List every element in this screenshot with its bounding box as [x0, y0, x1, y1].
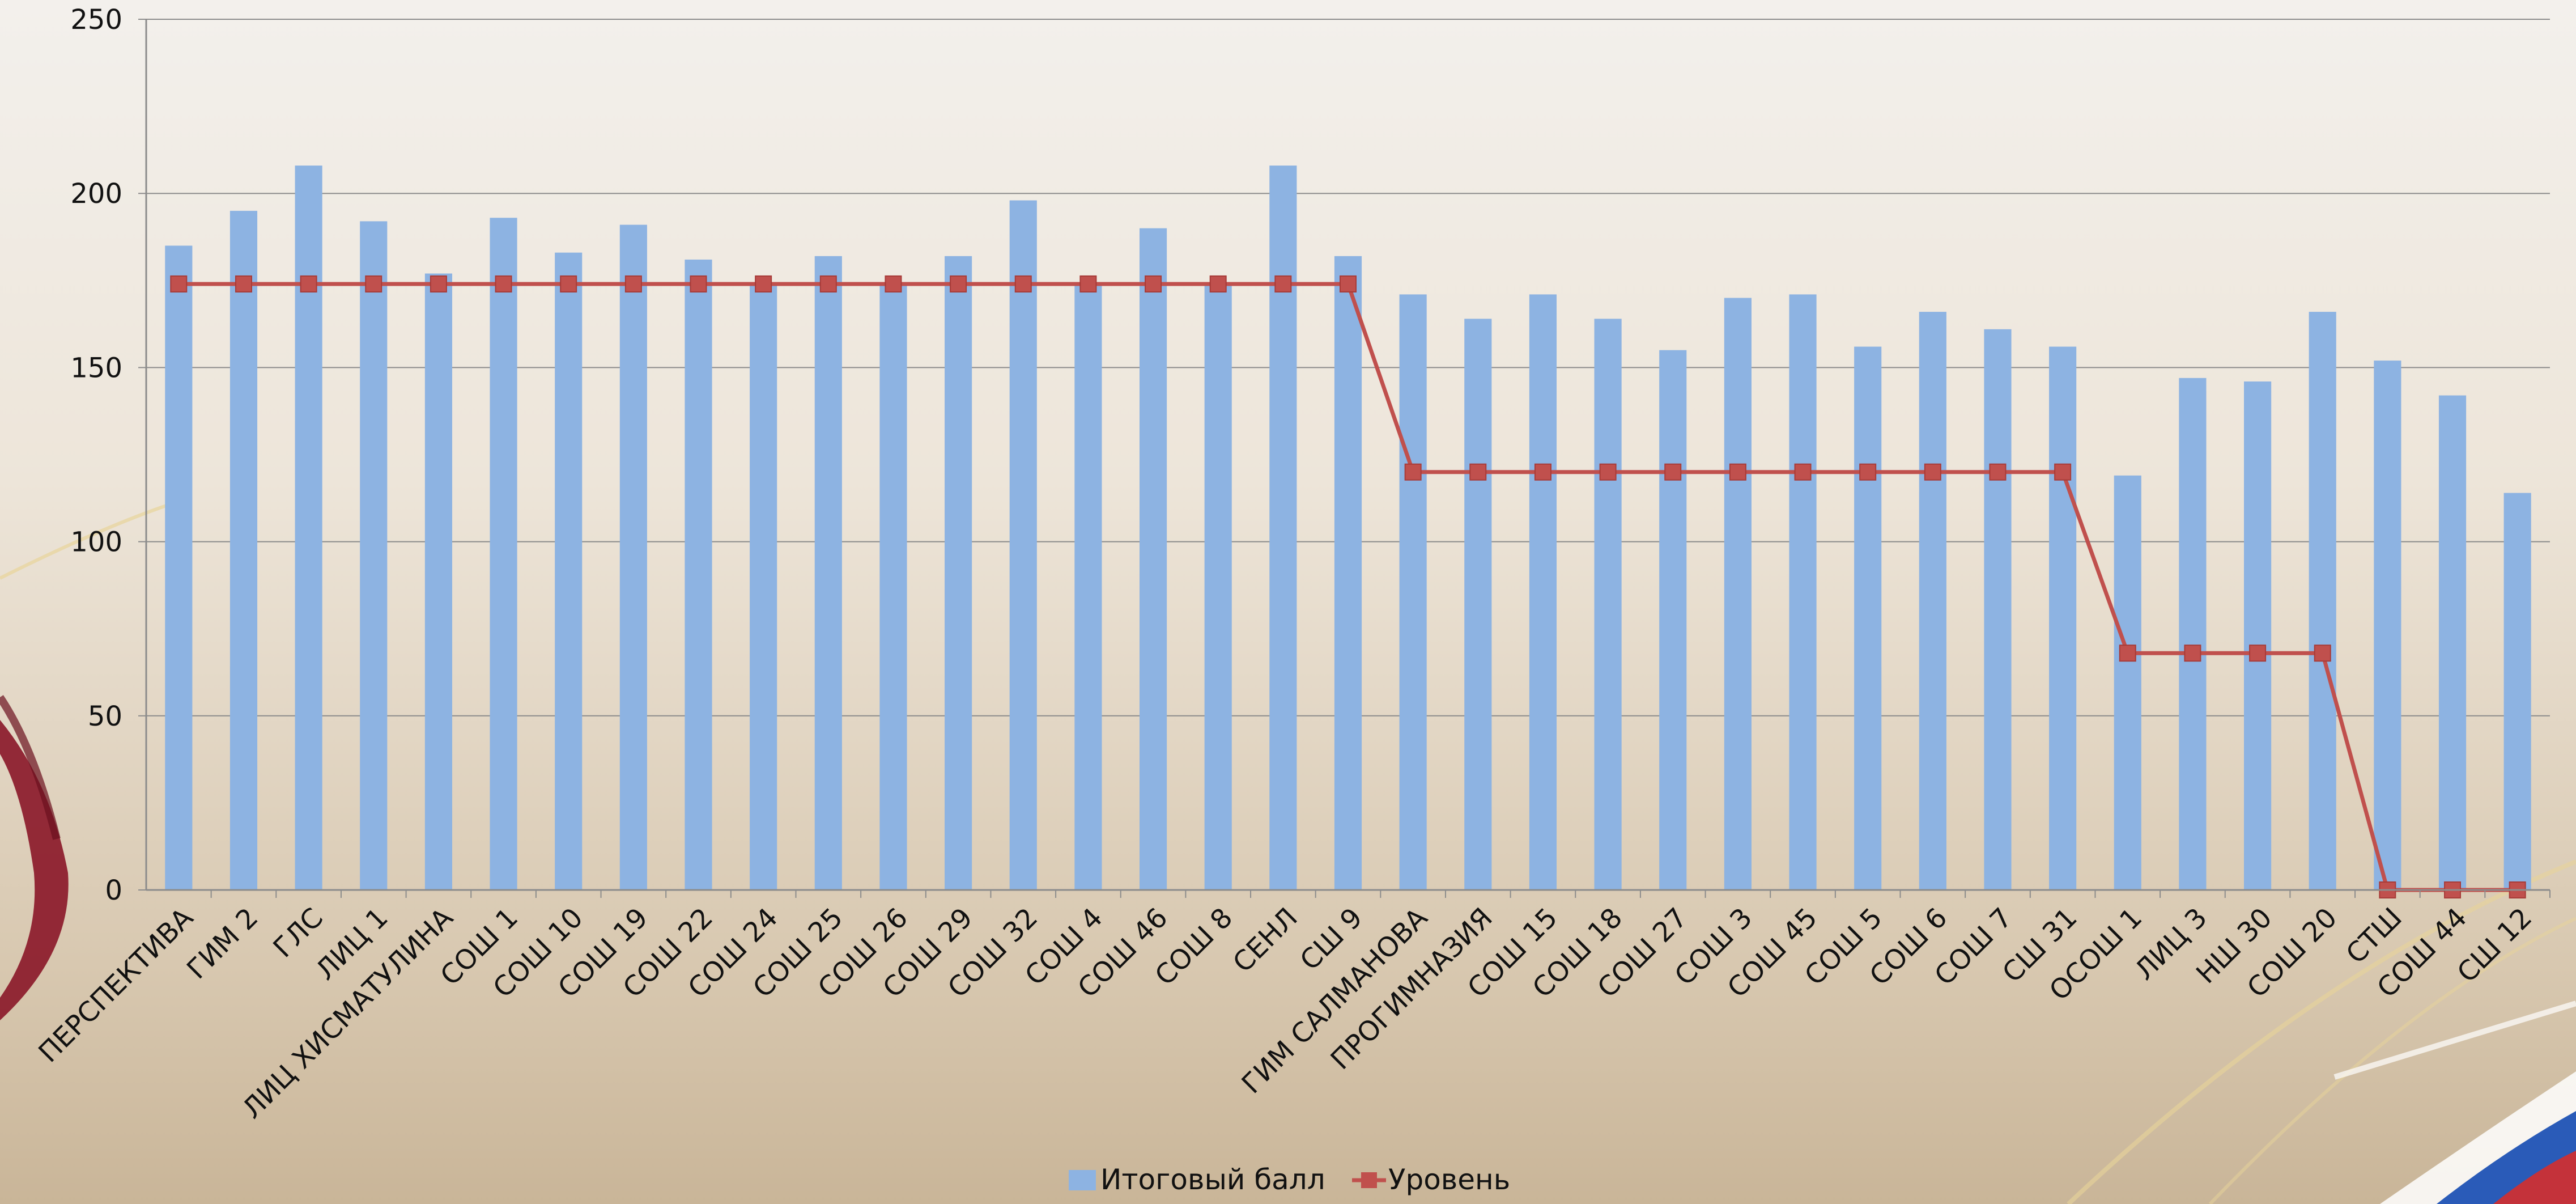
legend: Итоговый балл Уровень [1069, 1163, 1510, 1196]
bar [424, 273, 452, 891]
bar [1074, 283, 1102, 891]
y-tick-label: 0 [105, 875, 122, 906]
bar [685, 259, 712, 890]
bar [295, 166, 322, 891]
line-point [885, 275, 902, 292]
bar [555, 252, 583, 891]
line-point [1534, 463, 1551, 481]
line-point [560, 275, 577, 292]
line-point [365, 275, 382, 292]
legend-swatch-marker [1361, 1172, 1377, 1188]
legend-label-bar: Итоговый балл [1100, 1163, 1325, 1196]
line-point [300, 275, 317, 292]
bar [1464, 319, 1492, 890]
bar [750, 283, 777, 891]
line-point [755, 275, 772, 292]
line-point [819, 275, 837, 292]
line-point [1145, 275, 1162, 292]
line-point [1404, 463, 1422, 481]
bar [1659, 350, 1687, 890]
line-point [2054, 463, 2072, 481]
line-point [1014, 275, 1032, 292]
line-point [1599, 463, 1617, 481]
line-point [1274, 275, 1292, 292]
line-point [2249, 645, 2267, 662]
bar [2503, 493, 2531, 890]
bar [1139, 228, 1167, 890]
bar [1269, 166, 1297, 891]
line-point [1209, 275, 1227, 292]
bar [1009, 200, 1037, 890]
bar [1919, 312, 1946, 890]
y-tick-label: 100 [70, 527, 122, 558]
line-point [1664, 463, 1682, 481]
bar [1724, 298, 1752, 890]
bar [229, 210, 258, 890]
bar [619, 224, 647, 891]
line-point [1729, 463, 1746, 481]
line-point [1859, 463, 1877, 481]
line-point [690, 275, 707, 292]
bar [360, 221, 388, 890]
bar [2049, 346, 2077, 890]
y-tick-label: 200 [70, 178, 122, 210]
line-point [624, 275, 642, 292]
line-point [235, 275, 252, 292]
line-point [1794, 463, 1812, 481]
line-point [1079, 275, 1097, 292]
line-point [170, 275, 188, 292]
y-axis: 0 50 100 150 200 250 [70, 4, 147, 906]
legend-swatch-bar [1069, 1170, 1096, 1190]
bar [1204, 283, 1232, 891]
line-point [1340, 275, 1357, 292]
x-tick-label: ГИМ 2 [181, 902, 264, 985]
bar [165, 245, 193, 890]
line-point [2119, 645, 2136, 662]
bar [490, 218, 517, 890]
bar [1529, 294, 1557, 890]
line-point [1924, 463, 1941, 481]
bar [1399, 294, 1427, 890]
bar [2179, 378, 2207, 890]
y-tick-label: 150 [70, 352, 122, 384]
bar [1334, 256, 1362, 890]
x-tick-label: СЕНЛ [1227, 902, 1304, 979]
legend-label-line: Уровень [1388, 1163, 1510, 1196]
bar [945, 256, 972, 890]
line-point [1469, 463, 1487, 481]
bar-series [165, 166, 2531, 891]
line-point [950, 275, 967, 292]
y-tick-label: 250 [70, 4, 122, 36]
line-point [495, 275, 512, 292]
bar [2374, 361, 2401, 890]
bar [1984, 329, 2012, 890]
bar [2244, 381, 2272, 890]
y-tick-label: 50 [88, 701, 122, 732]
line-point [2314, 645, 2331, 662]
bar [2438, 395, 2467, 890]
bar [1789, 294, 1817, 890]
line-series [170, 275, 2526, 898]
line-point [2184, 645, 2201, 662]
bar [1594, 319, 1622, 890]
bar [1854, 346, 1882, 890]
bar [2114, 475, 2141, 890]
line-point [430, 275, 447, 292]
bar [814, 256, 842, 890]
background-decoration [0, 497, 2576, 1204]
bar [2309, 312, 2336, 890]
line-point [1989, 463, 2007, 481]
bar [879, 283, 907, 891]
